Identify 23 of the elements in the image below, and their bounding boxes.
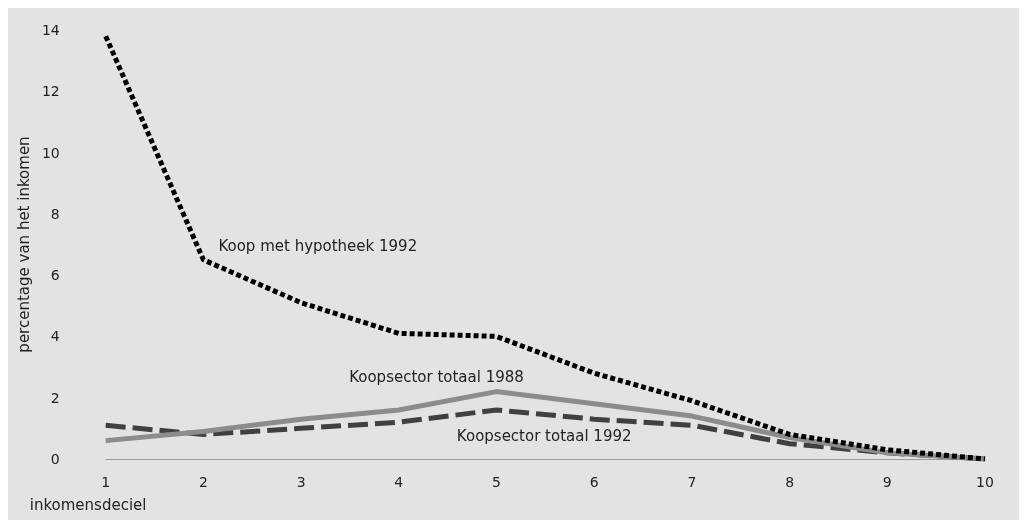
x-tick-label: 7 [687,474,697,490]
series-label: Koop met hypotheek 1992 [218,236,418,255]
y-tick-label: 12 [41,83,60,100]
y-tick-label: 2 [50,389,60,406]
y-tick-label: 14 [41,22,60,38]
x-tick-label: 2 [198,474,208,490]
x-axis-title: inkomensdeciel [29,495,147,514]
x-tick-label: 3 [296,474,306,490]
y-tick-label: 8 [50,205,60,222]
x-tick-label: 1 [101,474,111,490]
x-tick-label: 5 [492,474,501,490]
x-tick-label: 4 [394,474,404,490]
x-tick-label: 9 [882,474,892,490]
series-label: Koopsector totaal 1988 [349,368,524,387]
y-tick-label: 6 [50,267,60,284]
x-tick-label: 10 [976,474,994,490]
x-tick-label: 6 [589,474,599,490]
y-axis-title: percentage van het inkomen [14,136,33,353]
y-tick-label: 10 [41,144,60,161]
y-tick-label: 0 [50,451,60,467]
x-tick-label: 8 [785,474,795,490]
series-label: Koopsector totaal 1992 [456,426,632,445]
y-tick-label: 4 [50,328,60,345]
